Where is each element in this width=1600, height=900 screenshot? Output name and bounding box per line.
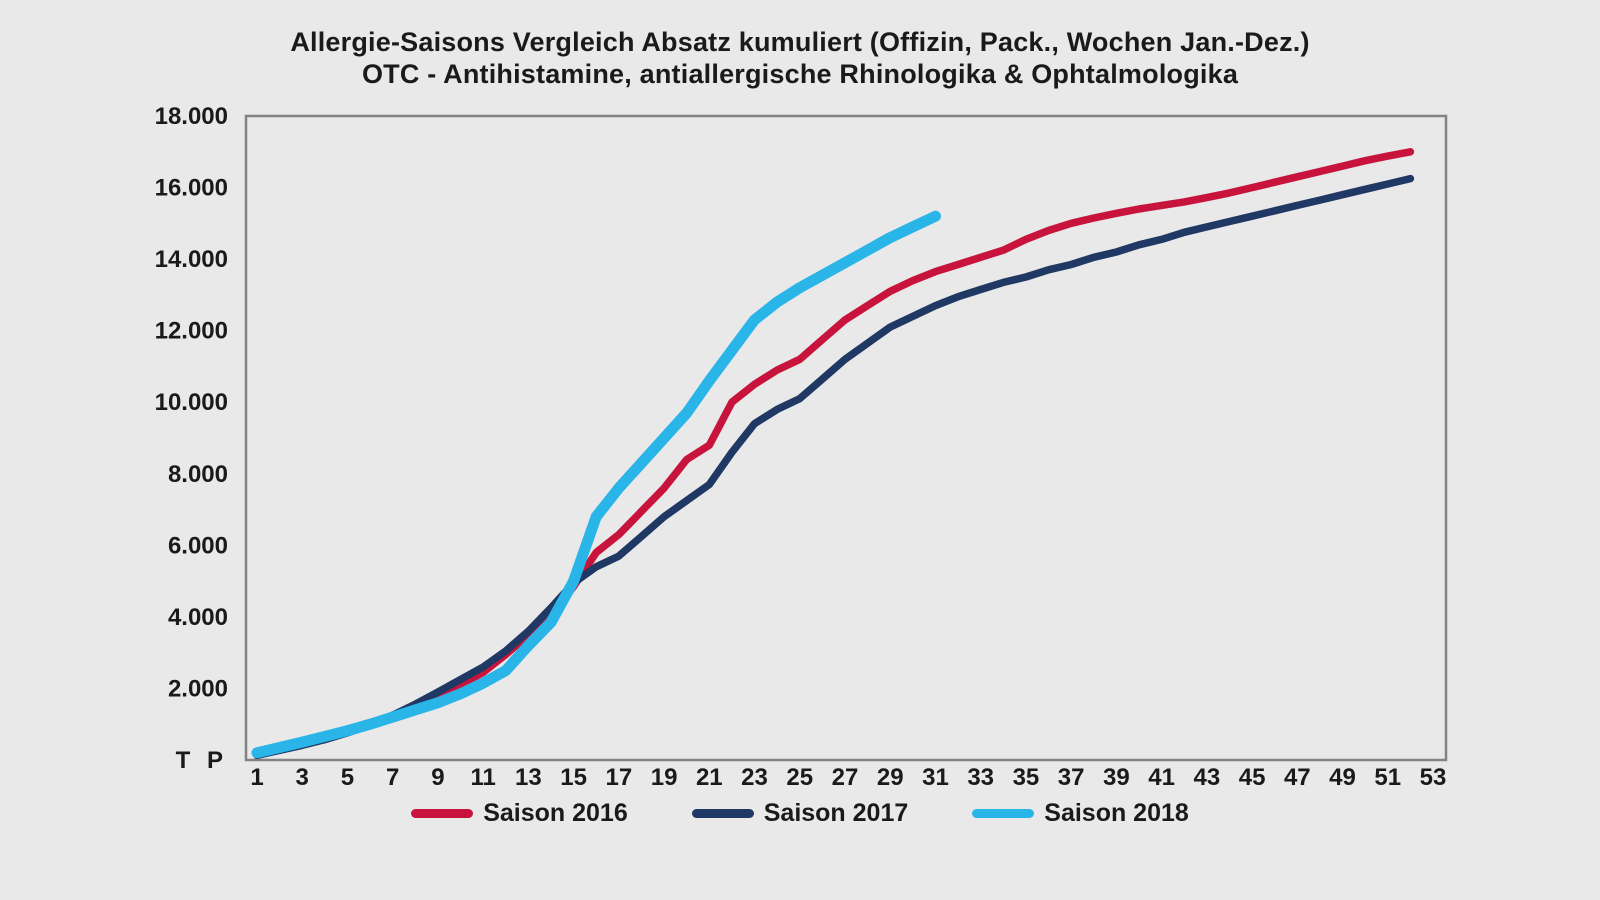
x-tick-label: 47 [1284,764,1311,791]
plot-border [244,114,1448,762]
y-tick-label: 12.000 [155,318,228,345]
x-tick-label: 43 [1193,764,1220,791]
x-tick-label: 51 [1374,764,1401,791]
x-tick-label: 1 [250,764,263,791]
x-tick-label: 33 [967,764,994,791]
x-tick-label: 11 [470,764,495,791]
x-tick-label: 5 [341,764,354,791]
y-tick-label: T P [176,747,228,774]
y-tick-label: 2.000 [168,675,228,702]
y-tick-label: 8.000 [168,461,228,488]
legend-label: Saison 2017 [763,799,909,827]
x-tick-label: 29 [877,764,904,791]
x-tick-label: 41 [1148,764,1175,791]
x-tick-label: 9 [431,764,444,791]
legend-swatch [972,809,1035,818]
legend-label: Saison 2016 [483,799,628,827]
y-tick-label: 6.000 [168,532,228,559]
x-tick-label: 21 [696,764,723,791]
x-tick-label: 31 [922,764,949,791]
legend-item-saison-2016: Saison 2016 [411,799,628,828]
legend-item-saison-2017: Saison 2017 [691,799,909,828]
y-tick-label: 10.000 [155,389,228,416]
x-tick-label: 53 [1420,764,1447,791]
x-tick-label: 45 [1239,764,1266,791]
chart-legend: Saison 2016 Saison 2017 Saison 2018 [0,799,1600,828]
x-tick-label: 37 [1058,764,1085,791]
x-tick-label: 35 [1013,764,1040,791]
x-tick-label: 49 [1329,764,1356,791]
y-tick-label: 16.000 [155,175,228,202]
x-tick-label: 7 [386,764,399,791]
legend-item-saison-2018: Saison 2018 [972,799,1189,828]
x-tick-label: 17 [605,764,632,791]
y-tick-label: 14.000 [155,246,228,273]
y-tick-label: 4.000 [168,604,228,631]
x-tick-label: 25 [786,764,813,791]
x-tick-label: 19 [651,764,678,791]
x-tick-label: 23 [741,764,768,791]
series-line-saison-2017 [253,174,1415,760]
x-tick-label: 15 [560,764,587,791]
legend-label: Saison 2018 [1044,799,1189,827]
y-tick-label: 18.000 [155,103,228,130]
x-tick-label: 3 [296,764,309,791]
x-tick-label: 27 [832,764,859,791]
chart-title-line2: OTC - Antihistamine, antiallergische Rhi… [361,59,1239,89]
legend-swatch [691,809,754,818]
legend-swatch [411,809,474,818]
series-line-saison-2018 [251,210,941,759]
chart-title-line1: Allergie-Saisons Vergleich Absatz kumuli… [290,27,1310,57]
x-tick-label: 39 [1103,764,1130,791]
chart-title: Allergie-Saisons Vergleich Absatz kumuli… [0,26,1600,90]
x-tick-label: 13 [515,764,542,791]
series-line-saison-2016 [253,148,1415,759]
